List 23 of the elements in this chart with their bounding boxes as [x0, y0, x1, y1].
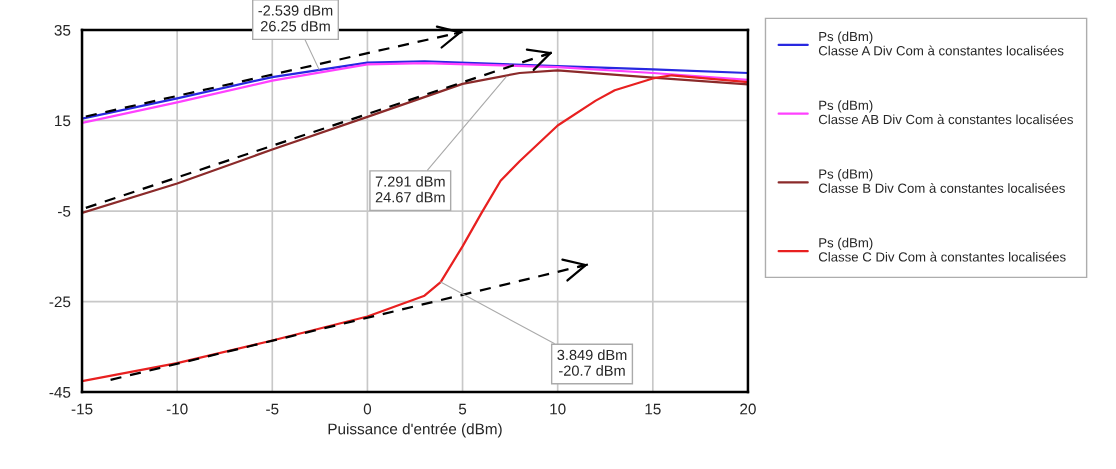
legend-label: Ps (dBm) Classe C Div Com à constantes localisées: [818, 237, 1066, 262]
annotation: -2.539 dBm 26.25 dBm: [258, 4, 333, 32]
annotation: 7.291 dBm 24.67 dBm: [375, 176, 445, 203]
y-tick-label: 15: [55, 115, 71, 127]
x-tick-label: 20: [740, 403, 756, 415]
x-axis-title: Puissance d'entrée (dBm): [328, 422, 502, 438]
x-tick-label: 10: [550, 403, 566, 415]
legend-label: Ps (dBm) Classe AB Div Com à constantes localisées: [818, 100, 1073, 125]
x-tick-label: -15: [71, 403, 93, 415]
x-tick-label: 0: [363, 403, 372, 415]
x-tick-label: -5: [266, 403, 279, 415]
annotation: 3.849 dBm -20.7 dBm: [557, 349, 627, 376]
line-series: [82, 74, 748, 383]
x-tick-label: -10: [166, 403, 188, 415]
legend-label: Ps (dBm) Classe B Div Com à constantes localisées: [818, 168, 1065, 193]
y-tick-label: -45: [49, 387, 71, 398]
y-tick-label: -5: [58, 206, 71, 217]
line-series: [82, 69, 748, 214]
x-tick-label: 5: [458, 403, 467, 415]
y-tick-label: -25: [49, 296, 71, 308]
legend-label: Ps (dBm) Classe A Div Com à constantes localisées: [818, 31, 1064, 56]
x-tick-label: 15: [645, 403, 661, 415]
y-tick-label: 35: [54, 24, 71, 36]
